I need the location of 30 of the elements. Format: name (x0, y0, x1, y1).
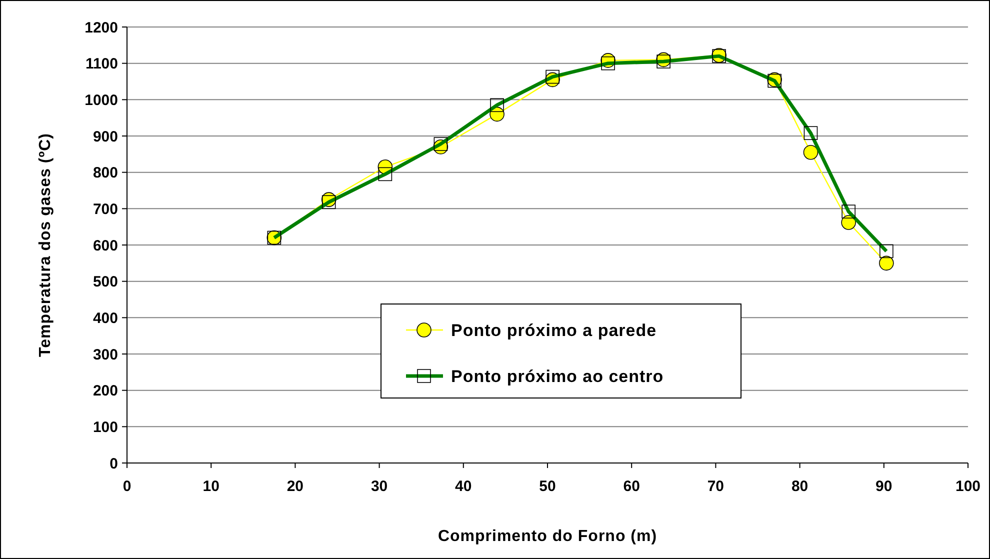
x-tick-label: 40 (455, 478, 472, 495)
y-tick-label: 1100 (85, 56, 118, 73)
y-tick-label: 1000 (84, 92, 118, 109)
x-tick-label: 0 (122, 478, 132, 495)
point (879, 256, 894, 271)
x-tick-label: 100 (955, 478, 981, 495)
y-tick-label: 800 (92, 164, 118, 182)
x-axis-title: Comprimento do Forno (m) (438, 528, 658, 545)
y-tick-label: 700 (92, 200, 118, 218)
y-tick-label: 600 (92, 237, 118, 254)
y-tick-label: 200 (92, 382, 118, 400)
y-tick-label: 0 (110, 455, 118, 472)
y-tick-label: 1200 (84, 19, 118, 36)
legend-label: Ponto próximo ao centro (451, 366, 664, 386)
legend-label: Ponto próximo a parede (451, 320, 657, 340)
x-tick-label: 60 (623, 478, 640, 495)
x-tick-label: 30 (370, 478, 388, 495)
y-tick-label: 100 (92, 418, 118, 436)
y-tick-label: 500 (92, 274, 118, 291)
x-tick-label: 80 (791, 478, 808, 495)
y-tick-label: 400 (92, 310, 118, 327)
y-tick-label: 900 (92, 128, 118, 146)
y-axis-title: Temperatura dos gases (ºC) (37, 133, 54, 357)
x-tick-label: 50 (539, 478, 556, 495)
y-tick-label: 300 (92, 346, 118, 364)
x-tick-label: 20 (286, 478, 304, 495)
x-tick-label: 70 (707, 478, 724, 495)
point (803, 144, 818, 160)
x-tick-label: 10 (202, 478, 220, 495)
x-tick-label: 90 (876, 478, 892, 495)
